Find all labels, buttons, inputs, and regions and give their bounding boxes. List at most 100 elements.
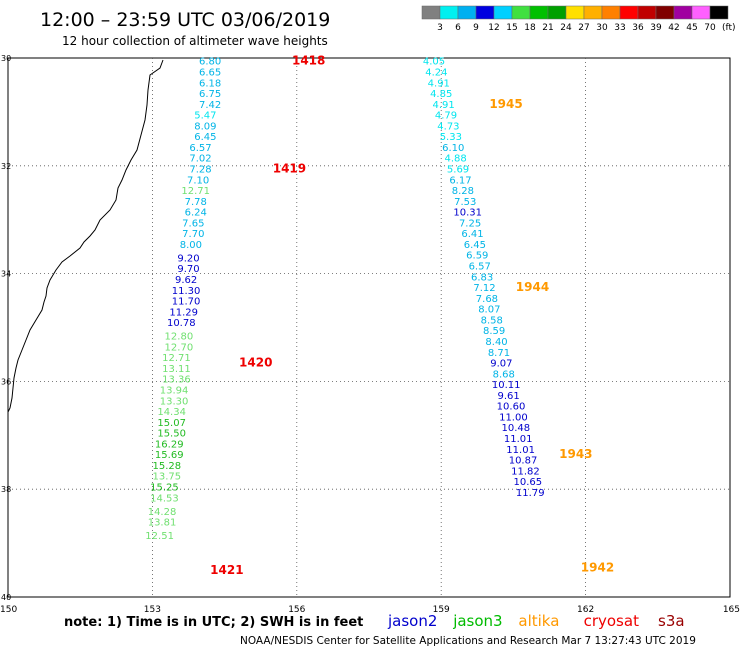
color-scale-label: 45 [686, 23, 697, 33]
wave-height-value: 4.88 [445, 154, 467, 165]
wave-height-value: 10.48 [501, 423, 530, 434]
wave-height-value: 13.36 [162, 375, 191, 386]
wave-height-value: 8.40 [485, 337, 507, 348]
x-tick-label: 153 [144, 605, 161, 615]
axis-tick-labels: 150 153 156 159 162 165 30 32 34 36 38 40 [0, 54, 740, 615]
wave-height-value: 11.30 [172, 286, 201, 297]
wave-height-value: 15.69 [155, 450, 184, 461]
wave-height-value: 12.71 [162, 353, 191, 364]
y-tick-label: 30 [1, 54, 11, 63]
map-subtitle: 12 hour collection of altimeter wave hei… [62, 34, 328, 48]
color-scale-label: 27 [578, 23, 589, 33]
pass-time-label: 1420 [239, 356, 272, 370]
color-scale-swatch [619, 5, 639, 20]
wave-height-value: 8.09 [194, 121, 216, 132]
wave-height-value: 8.68 [493, 369, 515, 380]
satellite-legend: jason2 jason3 altika cryosat s3a [387, 612, 685, 630]
color-scale-label: 24 [560, 23, 572, 33]
wave-height-value: 15.25 [150, 483, 179, 494]
wave-height-value: 12.71 [181, 186, 210, 197]
track-altika: 4.054.244.914.854.914.794.735.336.104.88… [423, 57, 614, 575]
wave-height-value: 8.58 [481, 315, 503, 326]
wave-height-value: 6.18 [199, 78, 221, 89]
wave-height-value: 11.29 [169, 307, 198, 318]
color-scale-label: 9 [473, 23, 479, 33]
wave-height-value: 11.01 [504, 434, 533, 445]
coastline [7, 59, 164, 413]
color-scale-swatch [493, 5, 513, 20]
x-tick-label: 165 [723, 605, 740, 615]
wave-height-value: 15.07 [157, 418, 186, 429]
color-scale-swatch [475, 5, 495, 20]
wave-height-value: 10.11 [492, 380, 521, 391]
wave-height-value: 14.28 [148, 507, 177, 518]
color-scale: 3 6 9 12 15 18 21 24 27 30 33 36 39 42 45 70 (ft) [421, 5, 736, 33]
wave-height-value: 4.05 [423, 57, 445, 68]
plot-frame [7, 57, 731, 598]
wave-height-value: 7.53 [454, 197, 476, 208]
wave-height-value: 13.75 [153, 472, 182, 483]
track-cryosat: 6.806.656.186.757.425.478.096.456.577.02… [145, 54, 325, 577]
wave-height-value: 16.29 [155, 439, 184, 450]
color-scale-swatch [565, 5, 585, 20]
color-scale-swatch [457, 5, 477, 20]
wave-height-value: 13.30 [160, 396, 189, 407]
wave-height-value: 7.10 [187, 175, 209, 186]
wave-height-value: 11.79 [516, 488, 545, 499]
legend-entry-jason3: jason3 [452, 612, 502, 630]
color-scale-swatch [673, 5, 693, 20]
x-tick-label: 159 [433, 605, 450, 615]
wave-height-value: 6.10 [442, 143, 464, 154]
wave-height-value: 11.01 [506, 445, 535, 456]
legend-entry-jason2: jason2 [387, 612, 437, 630]
wave-height-value: 9.62 [175, 275, 197, 286]
color-scale-swatch [547, 5, 567, 20]
color-scale-label: 70 [704, 23, 716, 33]
wave-height-value: 7.12 [473, 283, 495, 294]
legend-entry-altika: altika [518, 612, 559, 630]
wave-height-value: 6.24 [185, 208, 207, 219]
y-tick-label: 38 [1, 485, 11, 494]
wave-height-value: 11.00 [499, 412, 528, 423]
wave-height-value: 12.51 [145, 531, 174, 542]
color-scale-label: 39 [650, 23, 662, 33]
wave-height-value: 13.11 [162, 364, 191, 375]
y-tick-label: 34 [1, 270, 11, 279]
wave-height-value: 11.70 [172, 297, 201, 308]
wave-height-value: 7.42 [199, 100, 221, 111]
wave-height-value: 15.50 [157, 429, 186, 440]
wave-height-value: 10.65 [514, 477, 543, 488]
wave-height-value: 7.65 [182, 218, 204, 229]
wave-height-value: 10.78 [167, 318, 196, 329]
pass-time-label: 1944 [516, 280, 549, 294]
color-scale-swatch [691, 5, 711, 20]
pass-time-label: 1419 [273, 161, 306, 175]
units-note: note: 1) Time is in UTC; 2) SWH is in fe… [64, 615, 363, 630]
wave-height-value: 13.81 [148, 518, 177, 529]
x-tick-label: 156 [288, 605, 305, 615]
wave-height-value: 8.71 [488, 348, 510, 359]
wave-height-value: 6.75 [199, 89, 221, 100]
wave-height-value: 6.83 [471, 272, 493, 283]
wave-height-value: 4.91 [428, 78, 450, 89]
color-scale-swatch [637, 5, 657, 20]
color-scale-label: 33 [614, 23, 625, 33]
wave-height-value: 11.82 [511, 466, 540, 477]
wave-height-value: 9.70 [177, 264, 199, 275]
wave-height-value: 9.07 [490, 359, 512, 370]
wave-height-value: 12.80 [165, 332, 194, 343]
wave-height-value: 8.59 [483, 326, 505, 337]
wave-height-value: 10.87 [509, 456, 538, 467]
wave-height-value: 6.45 [464, 240, 486, 251]
wave-height-value: 8.07 [478, 305, 500, 316]
wave-height-value: 15.28 [153, 461, 182, 472]
color-scale-label: 36 [632, 23, 644, 33]
y-tick-label: 40 [1, 593, 11, 602]
wave-height-value: 4.85 [430, 89, 452, 100]
map-title: 12:00 – 23:59 UTC 03/06/2019 [40, 9, 330, 31]
color-scale-label: 6 [455, 23, 461, 33]
footer-credit: NOAA/NESDIS Center for Satellite Applica… [240, 635, 696, 647]
color-scale-swatch [511, 5, 531, 20]
wave-height-value: 6.80 [199, 57, 221, 68]
